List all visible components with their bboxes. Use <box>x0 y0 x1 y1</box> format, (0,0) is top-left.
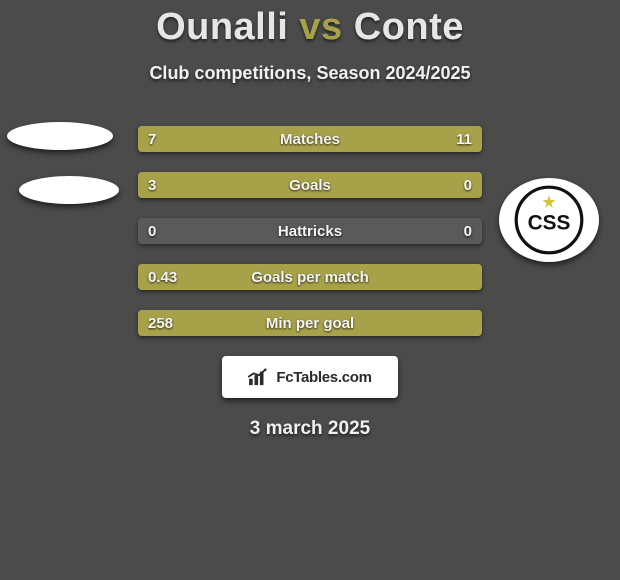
bar-chart-icon <box>248 368 270 386</box>
stat-row-goals: 3Goals0 <box>138 172 482 198</box>
stat-row-min-per-goal: 258Min per goal <box>138 310 482 336</box>
title-right: Conte <box>354 6 464 48</box>
stat-value-right: 11 <box>456 126 472 152</box>
brand-label: FcTables.com <box>276 369 371 386</box>
brand-badge[interactable]: FcTables.com <box>222 356 398 398</box>
stats-comparison: 7Matches113Goals00Hattricks00.43Goals pe… <box>0 126 620 336</box>
stat-label: Goals <box>138 172 482 198</box>
stat-label: Goals per match <box>138 264 482 290</box>
subtitle: Club competitions, Season 2024/2025 <box>0 63 620 84</box>
stat-value-right: 0 <box>464 172 472 198</box>
page-title: Ounalli vs Conte <box>0 0 620 49</box>
stat-row-hattricks: 0Hattricks0 <box>138 218 482 244</box>
stat-label: Hattricks <box>138 218 482 244</box>
stat-label: Min per goal <box>138 310 482 336</box>
title-left: Ounalli <box>156 6 288 48</box>
stat-row-goals-per-match: 0.43Goals per match <box>138 264 482 290</box>
stat-value-right: 0 <box>464 218 472 244</box>
stat-row-matches: 7Matches11 <box>138 126 482 152</box>
generated-date: 3 march 2025 <box>0 418 620 440</box>
stat-label: Matches <box>138 126 482 152</box>
title-vs: vs <box>299 6 342 48</box>
